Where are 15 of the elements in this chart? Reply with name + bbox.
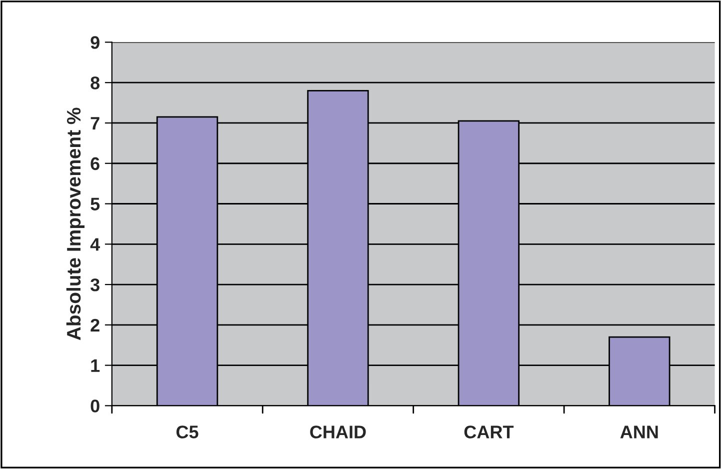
x-tick-label: CART bbox=[464, 426, 514, 438]
x-tick-label: CHAID bbox=[310, 426, 366, 438]
y-tick-label: 9 bbox=[90, 36, 100, 49]
y-tick-label: 4 bbox=[90, 238, 100, 251]
y-tick-label: 3 bbox=[90, 278, 100, 292]
y-tick-label: 2 bbox=[90, 318, 100, 332]
y-tick-label: 8 bbox=[90, 76, 100, 90]
x-tick-label: C5 bbox=[176, 426, 198, 438]
y-tick-label: 6 bbox=[90, 157, 100, 170]
y-tick-label: 0 bbox=[90, 400, 100, 412]
y-tick-label: 7 bbox=[90, 117, 100, 130]
y-axis-title: Absolute Improvement % bbox=[66, 108, 85, 340]
x-tick-label: ANN bbox=[620, 426, 658, 438]
y-tick-label: 5 bbox=[90, 198, 100, 210]
y-tick-label: 1 bbox=[91, 359, 100, 372]
